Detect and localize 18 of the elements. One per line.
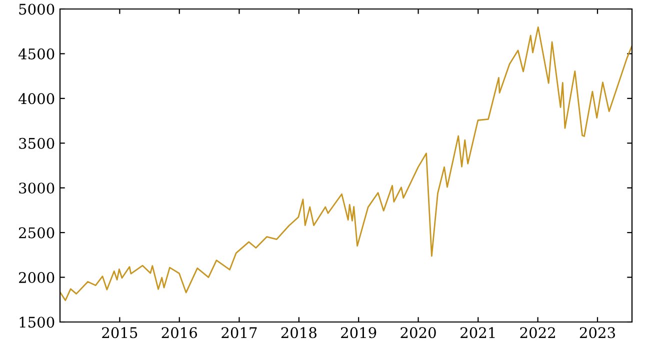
y-tick-label: 4000 [18,93,54,104]
x-tick-label: 2019 [341,327,376,338]
y-tick-label: 5000 [19,4,54,15]
y-tick-label: 2000 [19,272,54,284]
y-tick-label: 2500 [19,227,54,238]
y-tick-label: 3000 [19,182,54,194]
x-tick-label: 2016 [162,327,198,338]
x-tick-label: 2017 [222,327,257,338]
x-tick-label: 2018 [281,327,316,338]
y-tick-label: 1500 [20,316,54,328]
x-tick-label: 2015 [102,327,138,338]
x-tick-label: 2022 [520,327,555,338]
y-tick-label: 4500 [18,48,54,60]
x-tick-label: 2021 [460,327,495,338]
x-tick-label: 2023 [580,327,615,338]
x-tick-label: 2020 [400,327,436,338]
line-series [60,26,632,302]
y-tick-label: 3500 [19,138,54,149]
